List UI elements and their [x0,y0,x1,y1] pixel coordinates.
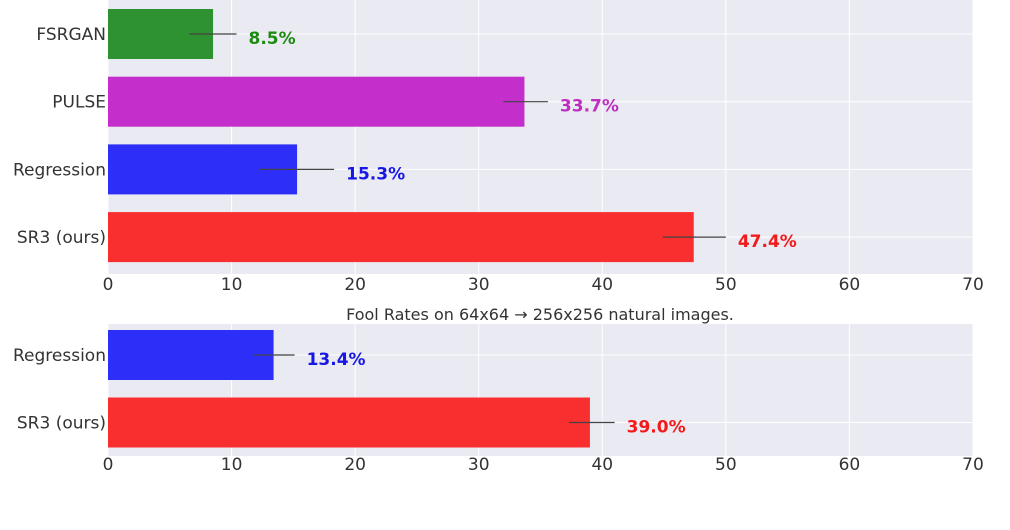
data-label: 47.4% [738,232,797,252]
bar [108,397,590,448]
category-label: PULSE [52,93,106,113]
x-tick-label: 60 [839,455,861,475]
category-label: FSRGAN [36,25,106,45]
data-label: 13.4% [307,350,366,370]
x-tick-label: 70 [962,455,984,475]
x-tick-label: 10 [221,455,243,475]
x-tick-label: 70 [962,275,984,295]
x-tick-label: 0 [103,275,114,295]
x-tick-label: 20 [344,455,366,475]
category-label: SR3 (ours) [17,414,106,434]
x-tick-label: 50 [715,455,737,475]
x-tick-label: 60 [839,275,861,295]
bar [108,212,694,263]
x-tick-label: 30 [468,275,490,295]
x-tick-label: 10 [221,275,243,295]
data-label: 33.7% [560,97,619,117]
bar [108,330,274,380]
chart-panel-top: 0 10 20 30 40 50 60 70 FSRGAN 8.5% PULSE 33.7% Regre… [13,0,984,295]
bar [108,76,525,127]
category-label: Regression [13,160,106,180]
x-tick-label: 40 [591,275,613,295]
x-tick-label: 0 [103,455,114,475]
data-label: 39.0% [627,418,686,438]
data-label: 15.3% [346,164,405,184]
x-tick-label: 30 [468,455,490,475]
data-label: 8.5% [249,29,296,49]
x-tick-label: 50 [715,275,737,295]
category-label: Regression [13,346,106,366]
x-tick-label: 20 [344,275,366,295]
chart-panel-bottom: 0 10 20 30 40 50 60 70 Regression 13.4% SR3 (ours)… [13,324,984,475]
chart-title-natural-images: Fool Rates on 64x64 → 256x256 natural im… [346,305,734,324]
x-tick-label: 40 [591,455,613,475]
category-label: SR3 (ours) [17,228,106,248]
